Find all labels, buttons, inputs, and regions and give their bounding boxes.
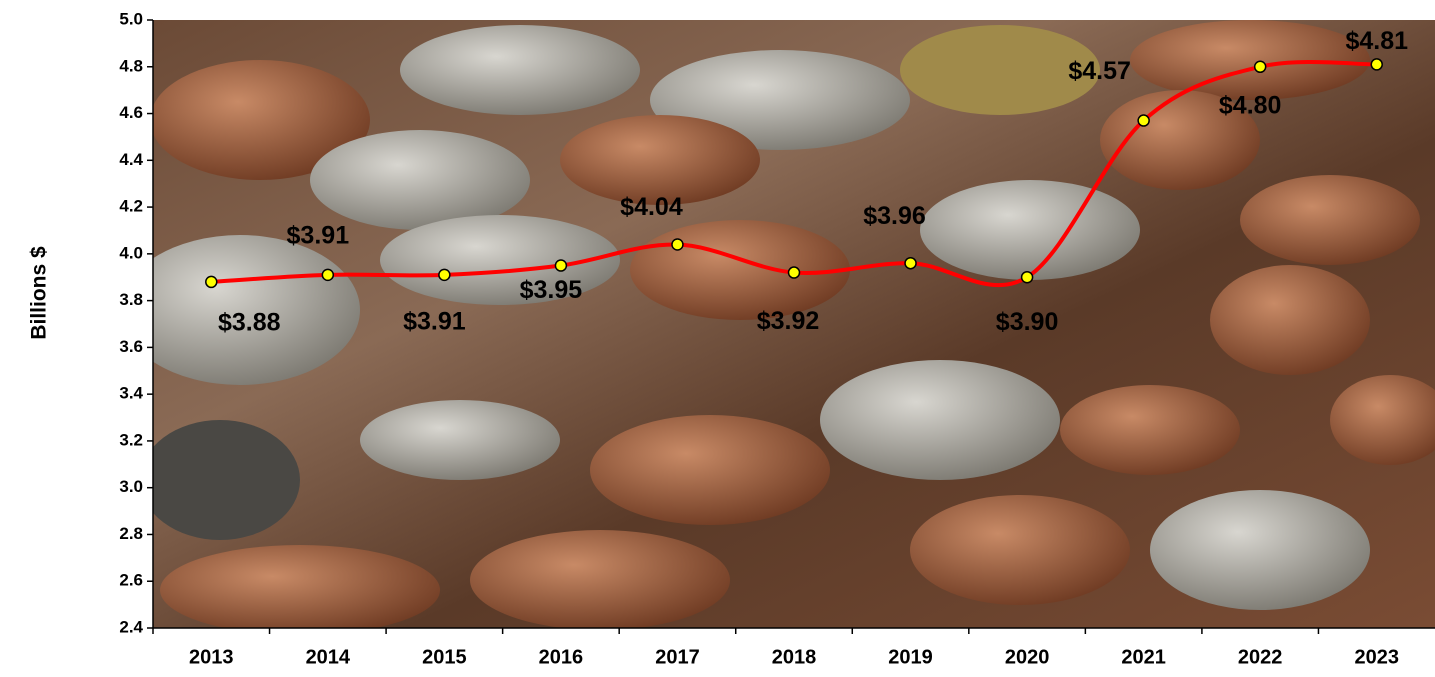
x-tick-label: 2013 bbox=[189, 646, 234, 668]
data-label: $3.92 bbox=[757, 307, 820, 335]
y-tick-label: 4.0 bbox=[119, 243, 143, 262]
x-tick-label: 2020 bbox=[1005, 646, 1050, 668]
data-label: $4.04 bbox=[620, 193, 683, 221]
y-tick-label: 3.8 bbox=[119, 290, 143, 309]
data-label: $3.91 bbox=[403, 308, 466, 336]
data-point bbox=[206, 276, 217, 287]
y-tick-label: 4.8 bbox=[119, 56, 143, 75]
y-tick-label: 5.0 bbox=[119, 9, 143, 28]
x-tick-label: 2016 bbox=[539, 646, 584, 668]
y-tick-label: 2.8 bbox=[119, 524, 143, 543]
data-label: $3.90 bbox=[996, 308, 1059, 336]
data-label: $3.95 bbox=[520, 276, 583, 304]
x-tick-label: 2021 bbox=[1121, 646, 1166, 668]
data-point bbox=[322, 269, 333, 280]
y-tick-label: 3.2 bbox=[119, 430, 143, 449]
data-point bbox=[439, 269, 450, 280]
data-point bbox=[789, 267, 800, 278]
data-label: $4.57 bbox=[1068, 57, 1131, 85]
data-point bbox=[1138, 115, 1149, 126]
y-tick-label: 4.2 bbox=[119, 197, 143, 216]
y-tick-label: 3.6 bbox=[119, 337, 143, 356]
y-tick-label: 2.4 bbox=[119, 617, 143, 636]
chart: Billions $ 2.4 2.6 2.8 3.0 3.2 3.4 3.6 3.8 4.0 4.… bbox=[0, 0, 1435, 672]
y-tick-label: 4.4 bbox=[119, 150, 143, 169]
data-label: $3.96 bbox=[863, 202, 926, 230]
data-point bbox=[905, 258, 916, 269]
x-tick-label: 2017 bbox=[655, 646, 700, 668]
data-point bbox=[1255, 61, 1266, 72]
data-label: $3.91 bbox=[287, 222, 350, 250]
y-axis-title: Billions $ bbox=[28, 246, 51, 340]
page: {"chart_data": { "type": "line", "y_labe… bbox=[0, 0, 1435, 672]
data-label: $3.88 bbox=[218, 309, 281, 337]
x-tick-label: 2014 bbox=[306, 646, 351, 668]
x-tick-label: 2019 bbox=[888, 646, 933, 668]
y-tick-label: 2.6 bbox=[119, 571, 143, 590]
data-label: $4.81 bbox=[1345, 27, 1408, 55]
y-tick-label: 3.0 bbox=[119, 477, 143, 496]
x-tick-label: 2015 bbox=[422, 646, 467, 668]
y-tick-label: 3.4 bbox=[119, 384, 143, 403]
x-tick-label: 2018 bbox=[772, 646, 817, 668]
x-tick-label: 2022 bbox=[1238, 646, 1283, 668]
x-tick-label: 2023 bbox=[1354, 646, 1399, 668]
data-point bbox=[555, 260, 566, 271]
data-point bbox=[1371, 59, 1382, 70]
data-point bbox=[672, 239, 683, 250]
data-label: $4.80 bbox=[1219, 91, 1282, 119]
data-point bbox=[1022, 272, 1033, 283]
y-tick-label: 4.6 bbox=[119, 103, 143, 122]
